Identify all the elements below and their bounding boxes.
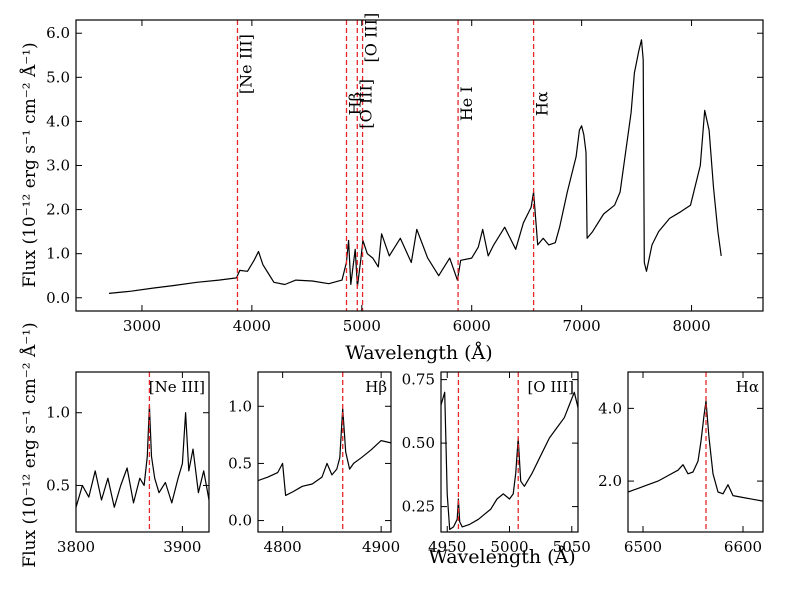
- panel-title: Hα: [736, 378, 759, 396]
- y-tick-label: 6.0: [46, 24, 70, 42]
- x-tick-label: 4950: [428, 538, 466, 556]
- panel-o3: 4950 5000 5050 0.25 0.50 0.75 [O III]: [402, 371, 591, 556]
- emission-line-label: [O III]: [356, 79, 375, 129]
- x-tick-label: 6600: [724, 538, 762, 556]
- y-tick-label: 2.0: [598, 472, 622, 490]
- y-tick-label: 4.0: [46, 112, 70, 130]
- y-tick-label: 4.0: [598, 399, 622, 417]
- x-tick-label: 3900: [163, 538, 201, 556]
- emission-line-label: He I: [457, 86, 476, 121]
- x-tick-label: 5050: [553, 538, 591, 556]
- panel-title: [O III]: [527, 378, 574, 396]
- panel-hb: 4800 4900 0.0 0.5 1.0 Hβ: [228, 371, 400, 556]
- x-tick-label: 6500: [624, 538, 662, 556]
- x-tick-label: 4800: [264, 538, 302, 556]
- x-tick-label: 5000: [490, 538, 528, 556]
- y-tick-label: 0.5: [46, 476, 70, 494]
- x-tick-label: 5000: [343, 317, 381, 335]
- spectrum-line-main: [108, 39, 722, 294]
- spectrum-line-ha: [628, 400, 763, 502]
- panel-title: Hβ: [365, 378, 387, 396]
- spectrum-line-o3: [441, 391, 578, 531]
- main-x-axis-label: Wavelength (Å): [345, 342, 492, 364]
- x-tick-label: 3000: [123, 317, 161, 335]
- x-tick-label: 6000: [453, 317, 491, 335]
- emission-line-label: [Ne III]: [236, 34, 255, 94]
- panel-title: [Ne III]: [149, 378, 205, 396]
- y-tick-label: 0.50: [402, 434, 435, 452]
- spectrum-line-hb: [258, 408, 391, 496]
- y-tick-label: 0.25: [402, 498, 435, 516]
- x-tick-label: 3800: [57, 538, 95, 556]
- y-tick-label: 0.0: [228, 512, 252, 530]
- y-tick-label: 0.5: [228, 454, 252, 472]
- y-tick-label: 0.75: [402, 371, 435, 389]
- bottom-x-axis-label: Wavelength (Å): [428, 546, 575, 568]
- bottom-y-axis-label: Flux (10⁻¹² erg s⁻¹ cm⁻² Å⁻¹): [19, 322, 40, 567]
- panel-frame: [627, 371, 764, 533]
- y-tick-label: 1.0: [46, 404, 70, 422]
- x-tick-label: 8000: [672, 317, 710, 335]
- emission-line-label: Hα: [533, 91, 552, 116]
- x-tick-label: 4000: [233, 317, 271, 335]
- y-tick-label: 5.0: [46, 68, 70, 86]
- spectrum-line-ne3: [76, 404, 209, 508]
- emission-line-label: [O III]: [362, 13, 381, 63]
- y-tick-label: 0.0: [46, 289, 70, 307]
- x-tick-label: 4900: [362, 538, 400, 556]
- panel-frame: [75, 19, 764, 312]
- panel-ne3: 3800 3900 0.5 1.0 [Ne III]: [46, 371, 210, 556]
- y-tick-label: 1.0: [46, 245, 70, 263]
- y-tick-label: 3.0: [46, 157, 70, 175]
- panel-frame: [440, 371, 579, 533]
- panel-ha: 6500 6600 2.0 4.0 Hα: [598, 371, 764, 556]
- panel-frame: [257, 371, 392, 533]
- main-y-axis-label: Flux (10⁻¹² erg s⁻¹ cm⁻² Å⁻¹): [19, 42, 40, 287]
- y-tick-label: 1.0: [228, 397, 252, 415]
- panel-frame: [75, 371, 210, 533]
- x-tick-label: 7000: [563, 317, 601, 335]
- emission-line-label: Hβ: [346, 92, 365, 115]
- y-tick-label: 2.0: [46, 201, 70, 219]
